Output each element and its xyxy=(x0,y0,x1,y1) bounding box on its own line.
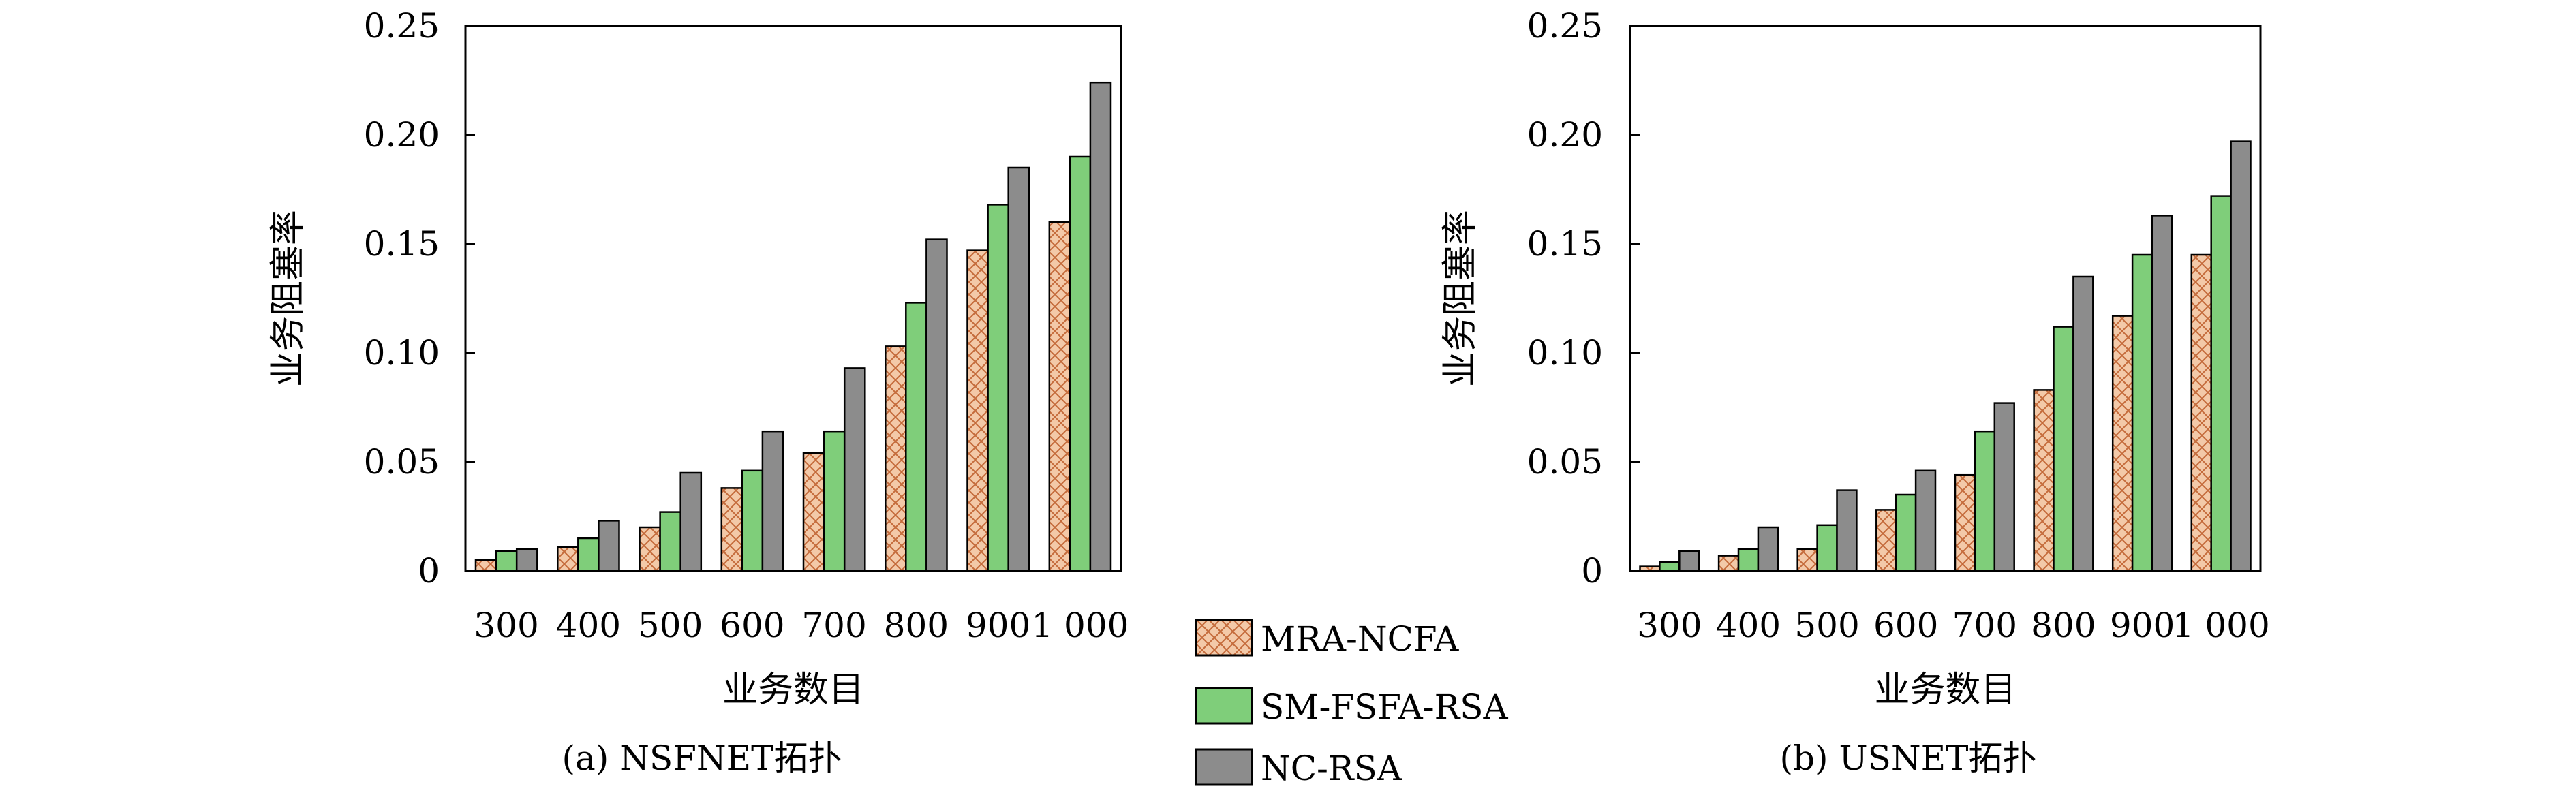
bar-mra-ncfa-700 xyxy=(802,452,825,572)
bar-sm-fsfa-rsa-600 xyxy=(741,469,764,572)
bar-sm-fsfa-rsa-300 xyxy=(495,550,518,572)
y-axis-label: 业务阻塞率 xyxy=(1440,210,1481,387)
bar-nc-rsa-400 xyxy=(598,520,620,572)
y-tick-label: 0.15 xyxy=(364,224,440,264)
bar-mra-ncfa-1000 xyxy=(1048,221,1071,572)
y-tick-label: 0.15 xyxy=(1527,224,1603,264)
y-tick-label: 0.05 xyxy=(1527,442,1603,482)
x-tick-label: 300 xyxy=(1637,606,1702,645)
y-tick-label: 0.10 xyxy=(1527,333,1603,373)
bar-nc-rsa-800 xyxy=(925,238,948,572)
bar-nc-rsa-500 xyxy=(679,471,703,572)
bar-mra-ncfa-300 xyxy=(474,559,497,572)
y-tick-label: 0.20 xyxy=(364,115,440,155)
x-tick-label: 900 xyxy=(966,606,1030,645)
y-tick-label: 0.25 xyxy=(364,6,440,46)
bar-nc-rsa-500 xyxy=(1836,489,1858,572)
bar-mra-ncfa-400 xyxy=(1717,555,1740,572)
bar-sm-fsfa-rsa-400 xyxy=(1737,548,1760,572)
bar-mra-ncfa-900 xyxy=(2111,315,2134,572)
x-tick-label: 800 xyxy=(884,606,949,645)
y-tick-label: 0 xyxy=(1581,551,1603,591)
y-tick-label: 0.10 xyxy=(364,333,440,373)
x-tick-label: 600 xyxy=(1873,606,1938,645)
bar-sm-fsfa-rsa-500 xyxy=(659,511,681,572)
x-tick-label: 600 xyxy=(720,606,784,645)
x-tick-label: 500 xyxy=(1794,606,1859,645)
bar-sm-fsfa-rsa-700 xyxy=(1974,430,1996,572)
bar-sm-fsfa-rsa-300 xyxy=(1659,561,1681,572)
bar-sm-fsfa-rsa-900 xyxy=(987,204,1009,572)
bar-mra-ncfa-800 xyxy=(2033,389,2055,572)
chart-usnet: 0 0.05 0.10 0.15 0.20 0.25 300 400 500 600 700 800 9… xyxy=(1440,6,2270,711)
x-axis-label: 业务数目 xyxy=(1874,670,2016,711)
bar-nc-rsa-300 xyxy=(1678,550,1700,572)
bar-sm-fsfa-rsa-1000 xyxy=(2210,195,2232,572)
bar-sm-fsfa-rsa-900 xyxy=(2131,253,2153,572)
bar-nc-rsa-800 xyxy=(2072,275,2094,572)
legend: MRA-NCFA SM-FSFA-RSA NC-RSA xyxy=(1195,619,1509,788)
legend-label-mra-ncfa: MRA-NCFA xyxy=(1261,619,1459,659)
legend-label-nc-rsa: NC-RSA xyxy=(1261,749,1402,788)
x-tick-label: 400 xyxy=(556,606,621,645)
x-tick-label: 700 xyxy=(801,606,866,645)
legend-swatch-mra-ncfa xyxy=(1195,619,1253,657)
bar-nc-rsa-900 xyxy=(2151,215,2173,572)
plot-frame xyxy=(1629,25,2262,572)
y-axis-label: 业务阻塞率 xyxy=(268,210,309,387)
bar-sm-fsfa-rsa-1000 xyxy=(1069,155,1092,572)
bar-nc-rsa-400 xyxy=(1757,526,1779,572)
bar-sm-fsfa-rsa-600 xyxy=(1895,493,1917,572)
x-axis-label: 业务数目 xyxy=(722,670,864,711)
bar-nc-rsa-900 xyxy=(1007,166,1030,572)
x-tick-label: 500 xyxy=(638,606,703,645)
bar-mra-ncfa-500 xyxy=(639,526,661,572)
legend-swatch-nc-rsa xyxy=(1195,748,1253,786)
bar-nc-rsa-1000 xyxy=(2230,140,2252,572)
y-tick-label: 0.20 xyxy=(1527,115,1603,155)
bar-nc-rsa-600 xyxy=(1914,469,1937,572)
y-tick-label: 0.05 xyxy=(364,442,440,482)
bar-mra-ncfa-800 xyxy=(885,345,907,572)
legend-swatch-sm-fsfa-rsa xyxy=(1195,687,1253,725)
y-tick-label: 0 xyxy=(418,551,440,591)
x-tick-label: 1 000 xyxy=(2173,606,2270,645)
legend-label-sm-fsfa-rsa: SM-FSFA-RSA xyxy=(1261,687,1509,727)
x-tick-label: 900 xyxy=(2110,606,2175,645)
bar-sm-fsfa-rsa-500 xyxy=(1816,524,1838,572)
caption-b: (b) USNET拓扑 xyxy=(1780,738,2037,778)
bar-mra-ncfa-1000 xyxy=(2190,253,2212,572)
bar-sm-fsfa-rsa-800 xyxy=(905,302,927,572)
bar-mra-ncfa-600 xyxy=(1875,509,1897,572)
x-tick-label: 300 xyxy=(474,606,538,645)
x-tick-label: 700 xyxy=(1952,606,2017,645)
bar-mra-ncfa-900 xyxy=(966,249,989,572)
bar-mra-ncfa-600 xyxy=(720,487,743,572)
y-tick-label: 0.25 xyxy=(1527,6,1603,46)
chart-nsfnet: 0 0.05 0.10 0.15 0.20 0.25 300 400 500 600 700 800 9… xyxy=(268,6,1129,711)
bar-nc-rsa-700 xyxy=(1993,402,2015,572)
x-tick-label: 1 000 xyxy=(1031,606,1129,645)
bar-sm-fsfa-rsa-800 xyxy=(2053,326,2074,572)
bar-nc-rsa-600 xyxy=(761,430,784,572)
bar-mra-ncfa-400 xyxy=(557,546,579,572)
x-tick-label: 800 xyxy=(2031,606,2096,645)
bar-nc-rsa-700 xyxy=(843,367,866,572)
bar-sm-fsfa-rsa-400 xyxy=(577,537,600,572)
bar-sm-fsfa-rsa-700 xyxy=(823,430,846,572)
bar-mra-ncfa-500 xyxy=(1796,548,1818,572)
bar-mra-ncfa-700 xyxy=(1954,473,1976,572)
bar-nc-rsa-1000 xyxy=(1089,81,1112,572)
bar-nc-rsa-300 xyxy=(515,548,538,572)
plot-frame xyxy=(464,25,1122,572)
x-tick-label: 400 xyxy=(1716,606,1781,645)
caption-a: (a) NSFNET拓扑 xyxy=(562,738,842,778)
